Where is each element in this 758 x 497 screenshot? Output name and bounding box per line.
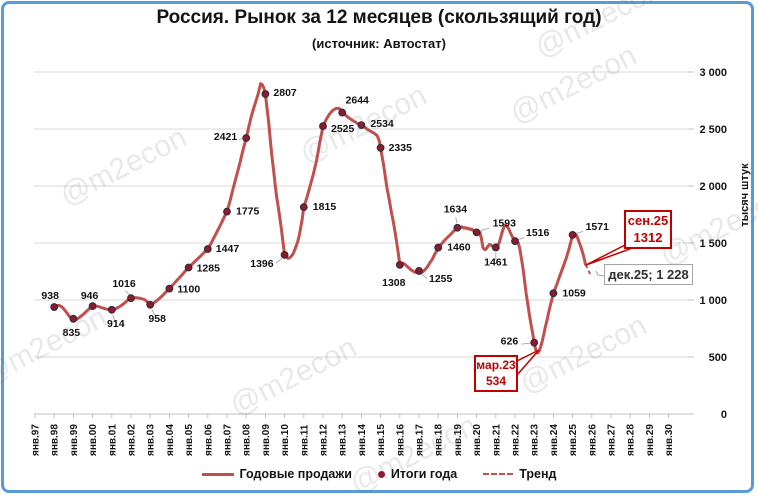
legend-item-year-results: Итоги года xyxy=(377,467,458,481)
svg-text:янв.25: янв.25 xyxy=(568,424,579,456)
dashed-marker-icon xyxy=(483,473,514,475)
svg-text:835: 835 xyxy=(63,327,81,339)
svg-text:1571: 1571 xyxy=(586,221,610,233)
svg-text:1460: 1460 xyxy=(447,242,471,254)
svg-text:янв.15: янв.15 xyxy=(376,424,387,456)
svg-text:янв.05: янв.05 xyxy=(184,424,195,456)
svg-text:янв.16: янв.16 xyxy=(395,424,406,456)
svg-text:янв.08: янв.08 xyxy=(242,424,253,456)
dot-marker-icon xyxy=(377,470,385,478)
legend-label-annual-sales: Годовые продажи xyxy=(239,467,352,481)
svg-text:янв.17: янв.17 xyxy=(415,424,426,456)
legend-label-trend: Тренд xyxy=(519,467,557,481)
svg-text:янв.22: янв.22 xyxy=(511,424,522,456)
svg-text:янв.29: янв.29 xyxy=(645,424,656,456)
svg-text:1396: 1396 xyxy=(250,258,274,270)
callout-sep-2025-value: 1312 xyxy=(633,229,663,245)
svg-text:1593: 1593 xyxy=(493,217,517,229)
svg-text:914: 914 xyxy=(107,318,125,330)
svg-text:2 500: 2 500 xyxy=(699,124,727,136)
callout-mar-2023-value: 534 xyxy=(485,373,507,388)
svg-text:626: 626 xyxy=(501,336,519,348)
line-marker-icon xyxy=(201,472,234,476)
svg-text:2534: 2534 xyxy=(370,118,394,130)
svg-text:1775: 1775 xyxy=(236,206,260,218)
svg-text:1 500: 1 500 xyxy=(699,238,727,250)
svg-text:1285: 1285 xyxy=(197,263,221,275)
svg-text:янв.09: янв.09 xyxy=(261,424,272,456)
svg-text:938: 938 xyxy=(41,290,59,302)
svg-text:янв.20: янв.20 xyxy=(472,424,483,456)
callout-dec-2025: дек.25; 1 228 xyxy=(604,264,693,285)
svg-text:1308: 1308 xyxy=(382,277,406,289)
svg-text:янв.24: янв.24 xyxy=(549,424,560,456)
svg-text:2421: 2421 xyxy=(214,131,238,143)
svg-text:янв.30: янв.30 xyxy=(664,424,675,456)
svg-text:2335: 2335 xyxy=(389,142,413,154)
svg-text:янв.19: янв.19 xyxy=(453,424,464,456)
svg-text:янв.21: янв.21 xyxy=(491,424,502,456)
svg-text:2 000: 2 000 xyxy=(699,181,727,193)
svg-text:янв.02: янв.02 xyxy=(127,424,138,456)
svg-text:946: 946 xyxy=(81,290,99,302)
callout-sep-2025-period: сен.25 xyxy=(627,213,669,228)
svg-text:янв.01: янв.01 xyxy=(107,424,118,456)
y-axis-title: тысяч штук xyxy=(739,163,751,227)
svg-text:1634: 1634 xyxy=(444,204,468,216)
legend-item-annual-sales: Годовые продажи xyxy=(201,467,352,481)
svg-text:янв.13: янв.13 xyxy=(338,424,349,456)
svg-text:2644: 2644 xyxy=(346,95,370,107)
svg-text:янв.04: янв.04 xyxy=(165,424,176,456)
legend: Годовые продажи Итоги года Тренд xyxy=(0,467,758,481)
svg-text:янв.03: янв.03 xyxy=(146,424,157,456)
svg-text:янв.98: янв.98 xyxy=(50,424,61,456)
svg-text:1255: 1255 xyxy=(429,273,453,285)
svg-text:1100: 1100 xyxy=(177,284,200,296)
svg-text:1815: 1815 xyxy=(313,201,337,213)
svg-text:500: 500 xyxy=(709,352,727,364)
svg-text:3 000: 3 000 xyxy=(699,67,727,79)
svg-text:янв.07: янв.07 xyxy=(223,424,234,456)
callout-mar-2023-period: мар.23 xyxy=(476,358,516,372)
page-title: Россия. Рынок за 12 месяцев (скользящий … xyxy=(156,7,602,28)
svg-text:958: 958 xyxy=(148,313,166,325)
svg-text:0: 0 xyxy=(721,409,727,421)
svg-text:янв.14: янв.14 xyxy=(357,424,368,456)
svg-text:янв.26: янв.26 xyxy=(587,424,598,456)
svg-text:1 000: 1 000 xyxy=(699,295,727,307)
svg-text:янв.06: янв.06 xyxy=(203,424,214,456)
svg-text:янв.18: янв.18 xyxy=(434,424,445,456)
svg-text:1461: 1461 xyxy=(484,256,508,268)
svg-text:янв.23: янв.23 xyxy=(530,424,541,456)
svg-text:янв.99: янв.99 xyxy=(69,424,80,456)
svg-text:янв.28: янв.28 xyxy=(626,424,637,456)
svg-text:янв.10: янв.10 xyxy=(280,424,291,456)
legend-label-year-results: Итоги года xyxy=(390,467,458,481)
callout-mar-2023: мар.23 534 xyxy=(474,355,518,393)
svg-text:2525: 2525 xyxy=(331,123,355,135)
svg-text:1059: 1059 xyxy=(562,287,586,299)
svg-text:янв.27: янв.27 xyxy=(607,424,618,456)
svg-text:янв.00: янв.00 xyxy=(88,424,99,456)
legend-item-trend: Тренд xyxy=(483,467,556,481)
callout-sep-2025: сен.25 1312 xyxy=(624,210,672,250)
svg-text:2807: 2807 xyxy=(273,87,297,99)
svg-text:янв.11: янв.11 xyxy=(299,424,310,456)
chart-subtitle: (источник: Автостат) xyxy=(312,36,446,51)
svg-text:янв.12: янв.12 xyxy=(319,424,330,456)
svg-text:1516: 1516 xyxy=(526,227,550,239)
svg-text:1016: 1016 xyxy=(112,278,136,290)
svg-text:1447: 1447 xyxy=(216,243,240,255)
svg-text:янв.97: янв.97 xyxy=(31,424,42,456)
